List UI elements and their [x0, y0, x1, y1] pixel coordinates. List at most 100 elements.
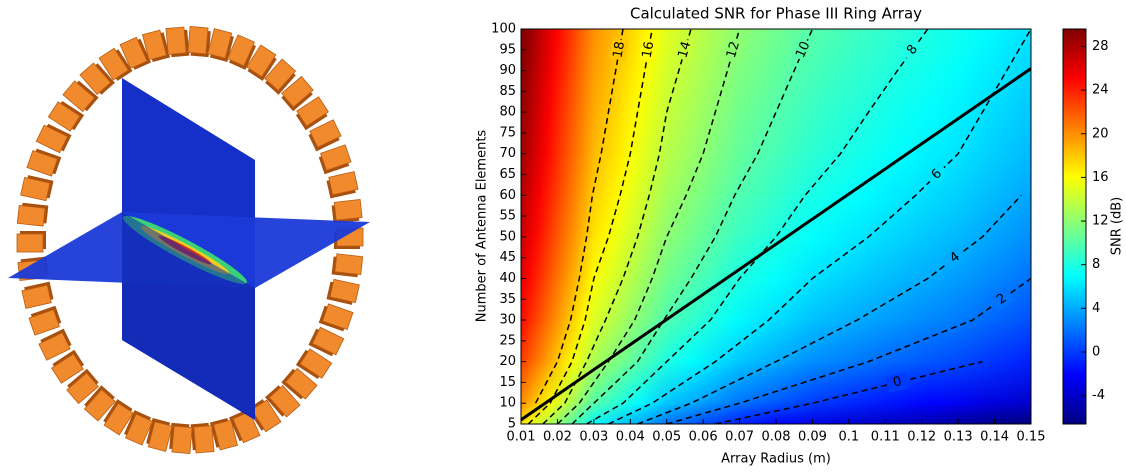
antenna-element: [228, 410, 261, 444]
antenna-element: [308, 119, 342, 152]
contour-line: [715, 360, 983, 424]
colorbar-tick-label: 8: [1092, 257, 1100, 272]
contour-label-gap: [609, 38, 629, 62]
contour-line: [542, 29, 692, 424]
y-axis-label: Number of Antenna Elements: [475, 130, 490, 323]
antenna-element: [281, 75, 314, 112]
antenna-element: [119, 36, 152, 70]
y-tick-label: 10: [499, 396, 516, 411]
antenna-element: [79, 62, 115, 95]
x-tick-label: 0.11: [871, 430, 900, 445]
antenna-element: [318, 303, 354, 332]
colorbar-tick-label: 16: [1092, 170, 1109, 185]
antenna-element: [123, 410, 154, 446]
field-planes: [8, 78, 370, 420]
contour-line: [637, 194, 1022, 424]
antenna-element: [16, 202, 49, 227]
colorbar-label: SNR (dB): [1110, 197, 1125, 255]
y-tick-label: 55: [499, 209, 516, 224]
y-tick-label: 95: [499, 42, 516, 57]
y-tick-label: 20: [499, 354, 516, 369]
antenna-element: [295, 348, 333, 380]
colorbar-tick-label: 0: [1092, 344, 1100, 359]
y-tick-label: 25: [499, 333, 516, 348]
antenna-element: [26, 148, 62, 177]
antenna-element: [28, 305, 62, 336]
heatmap-row: [521, 111, 1031, 155]
heatmap-row: [521, 277, 1031, 321]
contour-line: [666, 277, 1031, 424]
contour-line: [608, 29, 1031, 424]
antenna-element: [190, 422, 215, 454]
antenna-element: [62, 80, 99, 113]
contour-line: [571, 29, 814, 424]
contour-line: [527, 29, 653, 424]
x-tick-label: 0.15: [1017, 430, 1046, 445]
y-tick-label: 35: [499, 292, 516, 307]
x-tick-label: 0.05: [652, 430, 681, 445]
fit-line: [521, 67, 1031, 422]
y-tick-label: 45: [499, 250, 516, 265]
antenna-element: [20, 175, 54, 202]
heatmap-row: [521, 319, 1031, 363]
antenna-element: [103, 399, 134, 436]
antenna-element: [165, 26, 190, 58]
antenna-element: [83, 385, 116, 422]
contour-label-gap: [989, 286, 1015, 312]
antenna-element: [98, 47, 133, 81]
antenna-element: [281, 367, 318, 400]
heatmap-row: [521, 153, 1031, 196]
contour-line: [586, 29, 929, 424]
contour-label-gap: [674, 37, 696, 62]
antenna-element: [331, 253, 364, 278]
contour-label: 16: [640, 40, 658, 59]
heatmap-row: [521, 28, 1031, 72]
antenna-element: [16, 231, 46, 253]
x-tick-label: 0.09: [798, 430, 827, 445]
contour-label: 18: [611, 40, 629, 59]
antenna-element: [146, 418, 173, 452]
y-tick-label: 50: [499, 229, 516, 244]
contour-label-gap: [924, 161, 950, 188]
contour-label-gap: [638, 38, 659, 62]
antenna-element: [318, 144, 352, 175]
vertical-plane-lower: [122, 212, 255, 420]
x-tick-label: 0.08: [762, 430, 791, 445]
antenna-element: [295, 96, 329, 131]
colorbar-tick-label: 12: [1092, 214, 1109, 229]
x-tick-label: 0.01: [507, 430, 536, 445]
y-tick-label: 80: [499, 105, 516, 120]
antenna-element: [169, 422, 193, 454]
colorbar-tick-label: 24: [1092, 83, 1109, 98]
antenna-element: [331, 199, 363, 224]
antenna-element: [326, 171, 359, 199]
y-tick-label: 40: [499, 271, 516, 286]
y-tick-label: 70: [499, 146, 516, 161]
x-tick-label: 0.1: [839, 430, 860, 445]
x-tick-label: 0.02: [543, 430, 572, 445]
heatmap-row: [521, 361, 1031, 404]
x-tick-label: 0.14: [980, 430, 1009, 445]
x-tick-label: 0.03: [579, 430, 608, 445]
antenna-element: [35, 123, 72, 154]
contour-label-gap: [942, 245, 968, 271]
antenna-element: [265, 385, 301, 418]
colorbar-tick-label: 4: [1092, 301, 1100, 316]
antenna-element: [209, 418, 239, 451]
y-tick-label: 65: [499, 167, 516, 182]
colorbar: [1062, 28, 1087, 425]
y-tick-label: 15: [499, 375, 516, 390]
y-tick-label: 75: [499, 125, 516, 140]
contour-label: 0: [892, 374, 904, 391]
antenna-element: [187, 26, 211, 58]
y-tick-label: 30: [499, 313, 516, 328]
x-tick-label: 0.04: [616, 430, 645, 445]
antenna-element: [141, 29, 171, 62]
antenna-element: [66, 368, 99, 405]
antenna-element: [47, 100, 85, 132]
contour-label: 14: [675, 40, 694, 60]
contour-label-gap: [791, 37, 815, 63]
y-tick-label: 5: [508, 417, 516, 432]
x-axis-label: Array Radius (m): [721, 452, 831, 467]
